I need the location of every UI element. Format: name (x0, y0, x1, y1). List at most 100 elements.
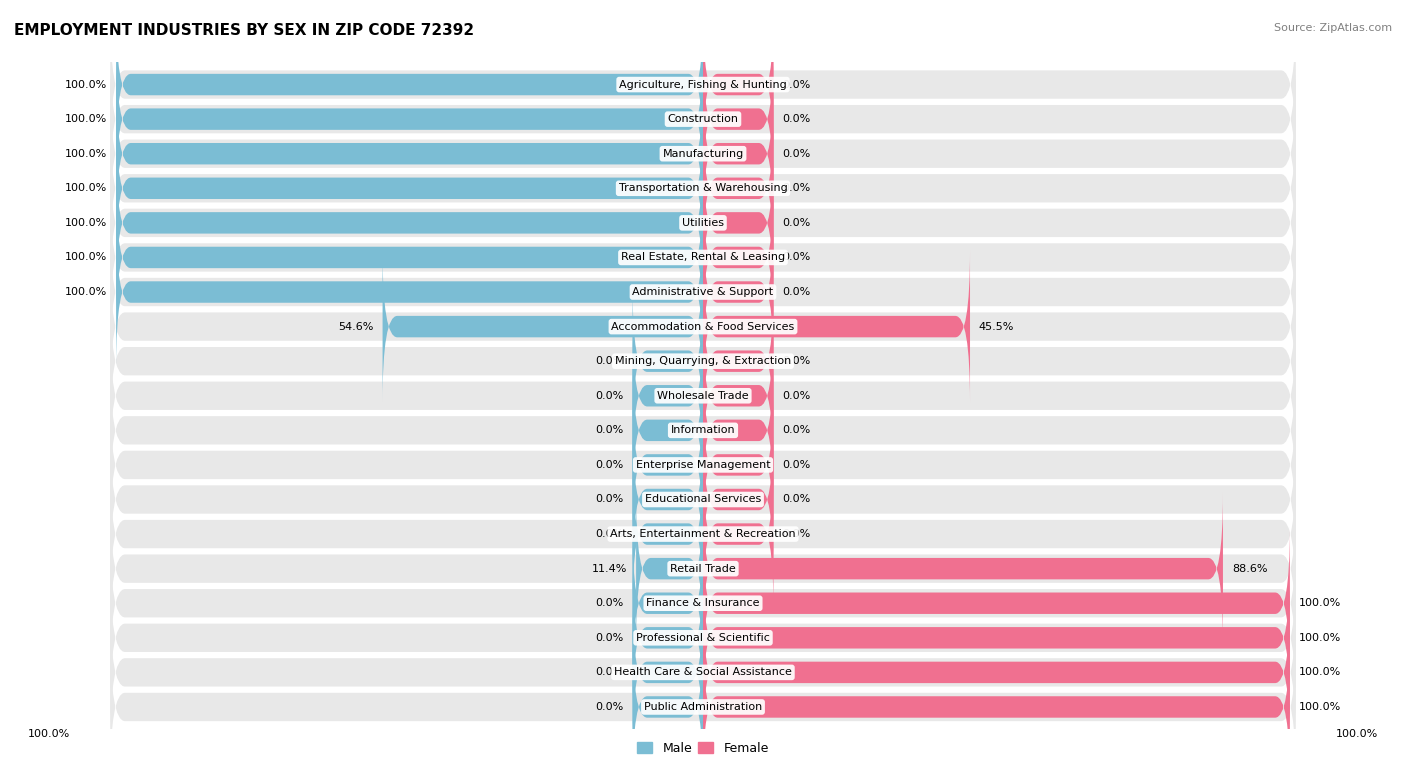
FancyBboxPatch shape (117, 147, 703, 299)
Text: 100.0%: 100.0% (65, 252, 107, 262)
Text: 0.0%: 0.0% (782, 356, 810, 366)
FancyBboxPatch shape (117, 78, 703, 230)
FancyBboxPatch shape (703, 320, 773, 472)
FancyBboxPatch shape (703, 355, 773, 506)
FancyBboxPatch shape (703, 147, 773, 299)
Text: Retail Trade: Retail Trade (671, 563, 735, 573)
Text: 0.0%: 0.0% (596, 425, 624, 435)
Text: 0.0%: 0.0% (782, 149, 810, 159)
Text: 0.0%: 0.0% (782, 425, 810, 435)
Text: 100.0%: 100.0% (28, 729, 70, 740)
FancyBboxPatch shape (110, 635, 1296, 776)
FancyBboxPatch shape (110, 428, 1296, 572)
FancyBboxPatch shape (703, 459, 773, 610)
FancyBboxPatch shape (703, 493, 1223, 644)
Text: 0.0%: 0.0% (596, 598, 624, 608)
FancyBboxPatch shape (633, 424, 703, 575)
FancyBboxPatch shape (703, 9, 773, 161)
Text: 0.0%: 0.0% (596, 494, 624, 504)
FancyBboxPatch shape (110, 393, 1296, 537)
FancyBboxPatch shape (633, 459, 703, 610)
Text: 100.0%: 100.0% (65, 287, 107, 297)
Text: 54.6%: 54.6% (339, 321, 374, 331)
Text: 0.0%: 0.0% (596, 391, 624, 400)
Text: 45.5%: 45.5% (979, 321, 1014, 331)
FancyBboxPatch shape (703, 528, 1289, 679)
Text: 0.0%: 0.0% (782, 391, 810, 400)
FancyBboxPatch shape (117, 43, 703, 195)
Text: Finance & Insurance: Finance & Insurance (647, 598, 759, 608)
Text: 0.0%: 0.0% (596, 632, 624, 643)
FancyBboxPatch shape (636, 493, 703, 644)
Text: 0.0%: 0.0% (782, 252, 810, 262)
Text: Public Administration: Public Administration (644, 702, 762, 712)
Text: EMPLOYMENT INDUSTRIES BY SEX IN ZIP CODE 72392: EMPLOYMENT INDUSTRIES BY SEX IN ZIP CODE… (14, 23, 474, 38)
FancyBboxPatch shape (117, 113, 703, 264)
FancyBboxPatch shape (382, 251, 703, 402)
FancyBboxPatch shape (110, 566, 1296, 710)
FancyBboxPatch shape (110, 531, 1296, 675)
Text: Real Estate, Rental & Leasing: Real Estate, Rental & Leasing (621, 252, 785, 262)
Text: 0.0%: 0.0% (782, 80, 810, 89)
FancyBboxPatch shape (110, 255, 1296, 399)
FancyBboxPatch shape (110, 151, 1296, 295)
Text: 0.0%: 0.0% (782, 460, 810, 470)
FancyBboxPatch shape (703, 597, 1289, 748)
Text: 0.0%: 0.0% (596, 356, 624, 366)
Text: Mining, Quarrying, & Extraction: Mining, Quarrying, & Extraction (614, 356, 792, 366)
FancyBboxPatch shape (117, 9, 703, 161)
Text: Educational Services: Educational Services (645, 494, 761, 504)
FancyBboxPatch shape (633, 390, 703, 541)
Text: 0.0%: 0.0% (596, 667, 624, 677)
Text: Accommodation & Food Services: Accommodation & Food Services (612, 321, 794, 331)
FancyBboxPatch shape (110, 497, 1296, 641)
Text: 0.0%: 0.0% (596, 702, 624, 712)
FancyBboxPatch shape (110, 600, 1296, 745)
FancyBboxPatch shape (703, 113, 773, 264)
Text: Enterprise Management: Enterprise Management (636, 460, 770, 470)
Text: 100.0%: 100.0% (65, 80, 107, 89)
Text: Construction: Construction (668, 114, 738, 124)
Text: 100.0%: 100.0% (65, 183, 107, 193)
FancyBboxPatch shape (703, 43, 773, 195)
Text: 100.0%: 100.0% (1299, 632, 1341, 643)
Text: Professional & Scientific: Professional & Scientific (636, 632, 770, 643)
FancyBboxPatch shape (633, 528, 703, 679)
FancyBboxPatch shape (110, 81, 1296, 226)
Text: 0.0%: 0.0% (596, 529, 624, 539)
FancyBboxPatch shape (110, 185, 1296, 330)
FancyBboxPatch shape (703, 390, 773, 541)
FancyBboxPatch shape (633, 286, 703, 437)
Text: Administrative & Support: Administrative & Support (633, 287, 773, 297)
FancyBboxPatch shape (110, 358, 1296, 503)
FancyBboxPatch shape (110, 12, 1296, 157)
FancyBboxPatch shape (703, 78, 773, 230)
FancyBboxPatch shape (110, 47, 1296, 192)
FancyBboxPatch shape (110, 220, 1296, 364)
Text: 88.6%: 88.6% (1232, 563, 1267, 573)
FancyBboxPatch shape (703, 182, 773, 333)
Text: 0.0%: 0.0% (782, 287, 810, 297)
FancyBboxPatch shape (117, 217, 703, 368)
FancyBboxPatch shape (110, 116, 1296, 261)
FancyBboxPatch shape (703, 251, 970, 402)
Text: 100.0%: 100.0% (65, 114, 107, 124)
FancyBboxPatch shape (703, 562, 1289, 714)
FancyBboxPatch shape (703, 217, 773, 368)
FancyBboxPatch shape (633, 631, 703, 776)
FancyBboxPatch shape (633, 562, 703, 714)
Text: Utilities: Utilities (682, 218, 724, 228)
FancyBboxPatch shape (633, 320, 703, 472)
FancyBboxPatch shape (110, 289, 1296, 434)
Text: Transportation & Warehousing: Transportation & Warehousing (619, 183, 787, 193)
Text: 100.0%: 100.0% (65, 218, 107, 228)
FancyBboxPatch shape (633, 597, 703, 748)
FancyBboxPatch shape (703, 424, 773, 575)
Text: 100.0%: 100.0% (1299, 598, 1341, 608)
Text: Agriculture, Fishing & Hunting: Agriculture, Fishing & Hunting (619, 80, 787, 89)
Text: Arts, Entertainment & Recreation: Arts, Entertainment & Recreation (610, 529, 796, 539)
Text: 100.0%: 100.0% (1299, 667, 1341, 677)
Text: Health Care & Social Assistance: Health Care & Social Assistance (614, 667, 792, 677)
Text: 0.0%: 0.0% (782, 114, 810, 124)
FancyBboxPatch shape (110, 462, 1296, 606)
